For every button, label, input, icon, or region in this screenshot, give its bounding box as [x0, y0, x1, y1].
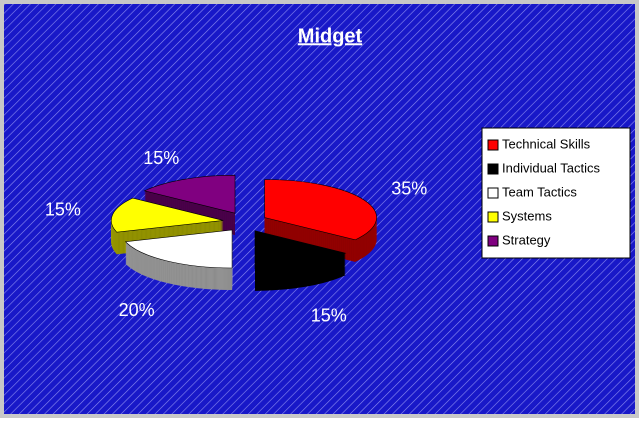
- legend-swatch: [487, 163, 499, 175]
- slice: [143, 174, 236, 214]
- data-label: 35%: [391, 179, 427, 199]
- data-label: 15%: [143, 148, 179, 168]
- legend-swatch: [487, 235, 499, 247]
- slice: [124, 229, 233, 269]
- slice: [264, 179, 377, 241]
- slice: [254, 230, 347, 270]
- legend-box: [481, 127, 631, 259]
- legend-swatch: [487, 139, 499, 151]
- data-label: 15%: [311, 306, 347, 326]
- data-label: 20%: [119, 300, 155, 320]
- slice: [110, 197, 224, 233]
- data-label: 15%: [45, 200, 81, 220]
- chart-title: Midget: [298, 25, 363, 47]
- legend: Technical Skills Individual Tactics Team T…: [487, 136, 601, 247]
- legend-label: Individual Tactics: [502, 160, 601, 175]
- pie: 35% 15% 20% 15% 15%: [45, 148, 427, 326]
- legend-label: Strategy: [502, 232, 551, 247]
- legend-swatch: [487, 187, 499, 199]
- legend-label: Technical Skills: [502, 136, 591, 151]
- legend-label: Systems: [502, 208, 552, 223]
- legend-swatch: [487, 211, 499, 223]
- legend-label: Team Tactics: [502, 184, 577, 199]
